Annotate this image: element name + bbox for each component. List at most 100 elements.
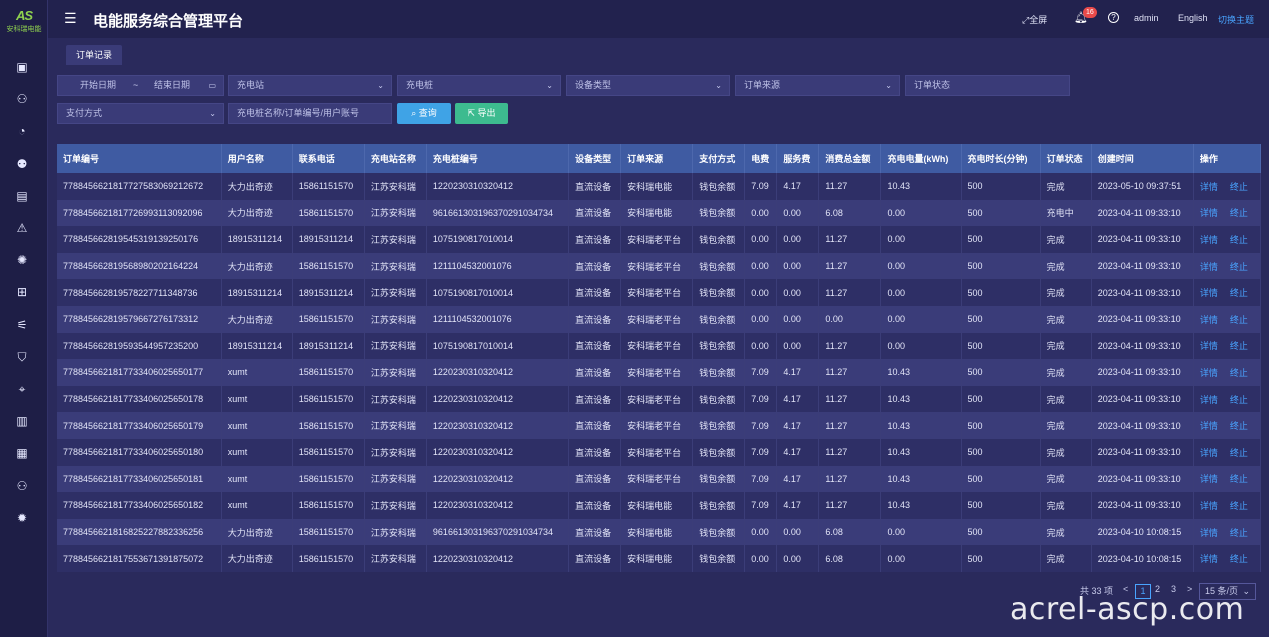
stop-link[interactable]: 终止 — [1229, 208, 1248, 219]
start-date[interactable]: 开始日期 — [80, 80, 117, 90]
device-type-select[interactable]: 设备类型 ⌄ — [566, 75, 730, 96]
detail-link[interactable]: 详情 — [1199, 341, 1218, 352]
table-cell: 7788456621817733406025650182 — [57, 492, 222, 519]
order-source-select[interactable]: 订单来源 ⌄ — [735, 75, 900, 96]
station-icon[interactable]: ✺ — [16, 253, 28, 267]
pie-chart-icon[interactable]: ◔ — [18, 124, 26, 138]
table-cell: 18915311214 — [221, 226, 293, 253]
orders-table: 订单编号 用户名称 联系电话 充电站名称 充电桩编号 设备类型 订单来源 支付方式 电费 服务费消… — [57, 144, 1262, 572]
table-cell: xumt — [221, 412, 293, 439]
shield-icon[interactable]: ⛉ — [17, 350, 27, 364]
detail-link[interactable]: 详情 — [1199, 288, 1218, 299]
stop-link[interactable]: 终止 — [1229, 314, 1248, 325]
table-cell: 完成 — [1040, 279, 1092, 306]
theme-switch[interactable]: 切换主题 — [1218, 15, 1255, 25]
stop-link[interactable]: 终止 — [1229, 367, 1248, 378]
page-1-button[interactable]: 1 — [1135, 584, 1151, 599]
detail-link[interactable]: 详情 — [1199, 367, 1218, 378]
stop-link[interactable]: 终止 — [1229, 474, 1248, 485]
table-cell: 96166130319637029103473​4 — [426, 518, 570, 546]
detail-link[interactable]: 详情 — [1199, 474, 1218, 485]
detail-link[interactable]: 详情 — [1199, 554, 1218, 565]
search-input[interactable]: 充电桩名称/订单编号/用户账号 — [228, 103, 392, 124]
network-icon[interactable]: ⚇ — [16, 92, 28, 106]
alarm-icon[interactable]: ⚠ — [16, 221, 28, 235]
table-cell: xumt — [221, 465, 293, 493]
table-cell: 钱包余额 — [692, 518, 746, 546]
table-cell: 1220230310320412 — [426, 359, 570, 386]
table-cell: 钱包余额 — [692, 545, 746, 572]
help-icon[interactable]: ? — [1108, 12, 1119, 23]
order-status-select[interactable]: 订单状态 — [905, 75, 1070, 96]
stop-link[interactable]: 终止 — [1229, 261, 1248, 272]
stop-link[interactable]: 终止 — [1229, 554, 1248, 565]
next-page-button[interactable]: > — [1187, 584, 1193, 594]
end-date[interactable]: 结束日期 — [154, 80, 191, 90]
table-cell: 0.00 — [776, 332, 820, 360]
table-cell: 1075190817010014 — [426, 279, 570, 306]
detail-link[interactable]: 详情 — [1199, 234, 1218, 245]
table-cell: 500 — [961, 438, 1041, 466]
table-cell: 4.17 — [776, 173, 820, 200]
gear-icon[interactable]: ✹ — [16, 511, 28, 525]
users-icon[interactable]: ⚉ — [16, 157, 28, 171]
query-button[interactable]: ⌕ 查询 — [397, 103, 451, 124]
prev-page-button[interactable]: < — [1123, 584, 1129, 594]
table-cell: 18915311214 — [292, 332, 365, 360]
chevron-down-icon: ⌄ — [885, 81, 892, 90]
date-range-picker[interactable]: 开始日期 ~ 结束日期 ▭ — [57, 75, 224, 96]
chevron-down-icon: ⌄ — [715, 81, 722, 90]
stop-link[interactable]: 终止 — [1229, 234, 1248, 245]
fullscreen-button[interactable]: ⤢全屏 — [1022, 15, 1048, 25]
card-icon[interactable]: ▦ — [16, 446, 28, 460]
page-3-button[interactable]: 3 — [1171, 584, 1177, 594]
report-icon[interactable]: ▥ — [16, 414, 28, 428]
export-button[interactable]: ⇱ 导出 — [455, 103, 508, 124]
detail-link[interactable]: 详情 — [1199, 447, 1218, 458]
pile-select[interactable]: 充电桩 ⌄ — [397, 75, 561, 96]
detail-link[interactable]: 详情 — [1199, 261, 1218, 272]
table-cell: 大力出奇迹 — [221, 252, 293, 280]
detail-link[interactable]: 详情 — [1199, 500, 1218, 511]
table-cell: 7788456628195689802021642​24 — [57, 252, 222, 280]
detail-link[interactable]: 详情 — [1199, 394, 1218, 405]
detail-link[interactable]: 详情 — [1199, 527, 1218, 538]
page-2-button[interactable]: 2 — [1155, 584, 1161, 594]
actions-cell: 详情 终止 — [1193, 226, 1262, 253]
table-cell: 7788456621816825227882336256 — [57, 518, 222, 546]
stop-link[interactable]: 终止 — [1229, 421, 1248, 432]
detail-link[interactable]: 详情 — [1199, 421, 1218, 432]
pay-method-select[interactable]: 支付方式 ⌄ — [57, 103, 224, 124]
menu-toggle-icon[interactable]: ☰ — [64, 10, 77, 26]
page-size-select[interactable]: 15 条/页 ⌄ — [1199, 583, 1256, 600]
detail-link[interactable]: 详情 — [1199, 181, 1218, 192]
stop-link[interactable]: 终止 — [1229, 394, 1248, 405]
table-row: 7788456628195796672761733​12 大力出奇迹 1586115… — [57, 305, 1262, 333]
station-select[interactable]: 充电站 ⌄ — [228, 75, 392, 96]
stop-link[interactable]: 终止 — [1229, 288, 1248, 299]
table-cell: 7788456621817733406025650178 — [57, 385, 222, 413]
settings-sliders-icon[interactable]: ⚟ — [16, 318, 28, 332]
user-menu[interactable]: admin — [1134, 13, 1159, 23]
stop-link[interactable]: 终止 — [1229, 447, 1248, 458]
org-icon[interactable]: ⚇ — [16, 479, 28, 493]
table-cell: 完成 — [1040, 545, 1092, 572]
detail-link[interactable]: 详情 — [1199, 208, 1218, 219]
table-cell: 7.09 — [744, 465, 778, 493]
column-header: 充电电量(kWh) — [880, 144, 962, 173]
stop-link[interactable]: 终止 — [1229, 500, 1248, 511]
table-cell: 7.09 — [744, 438, 778, 466]
table-cell: 2023-04-10 10:08:15 — [1091, 518, 1194, 546]
stop-link[interactable]: 终止 — [1229, 341, 1248, 352]
tab-order-records[interactable]: 订单记录 — [66, 45, 123, 65]
detail-link[interactable]: 详情 — [1199, 314, 1218, 325]
document-icon[interactable]: ▤ — [16, 189, 28, 203]
table-cell: 2023-04-11 09:33:10 — [1091, 465, 1194, 493]
gift-icon[interactable]: ⊞ — [16, 285, 28, 299]
table-cell: 7.09 — [744, 412, 778, 439]
language-switch[interactable]: English — [1178, 13, 1208, 23]
monitor-icon[interactable]: ▣ — [16, 60, 28, 74]
stop-link[interactable]: 终止 — [1229, 527, 1248, 538]
stop-link[interactable]: 终止 — [1229, 181, 1248, 192]
target-icon[interactable]: ⌖ — [18, 382, 26, 396]
